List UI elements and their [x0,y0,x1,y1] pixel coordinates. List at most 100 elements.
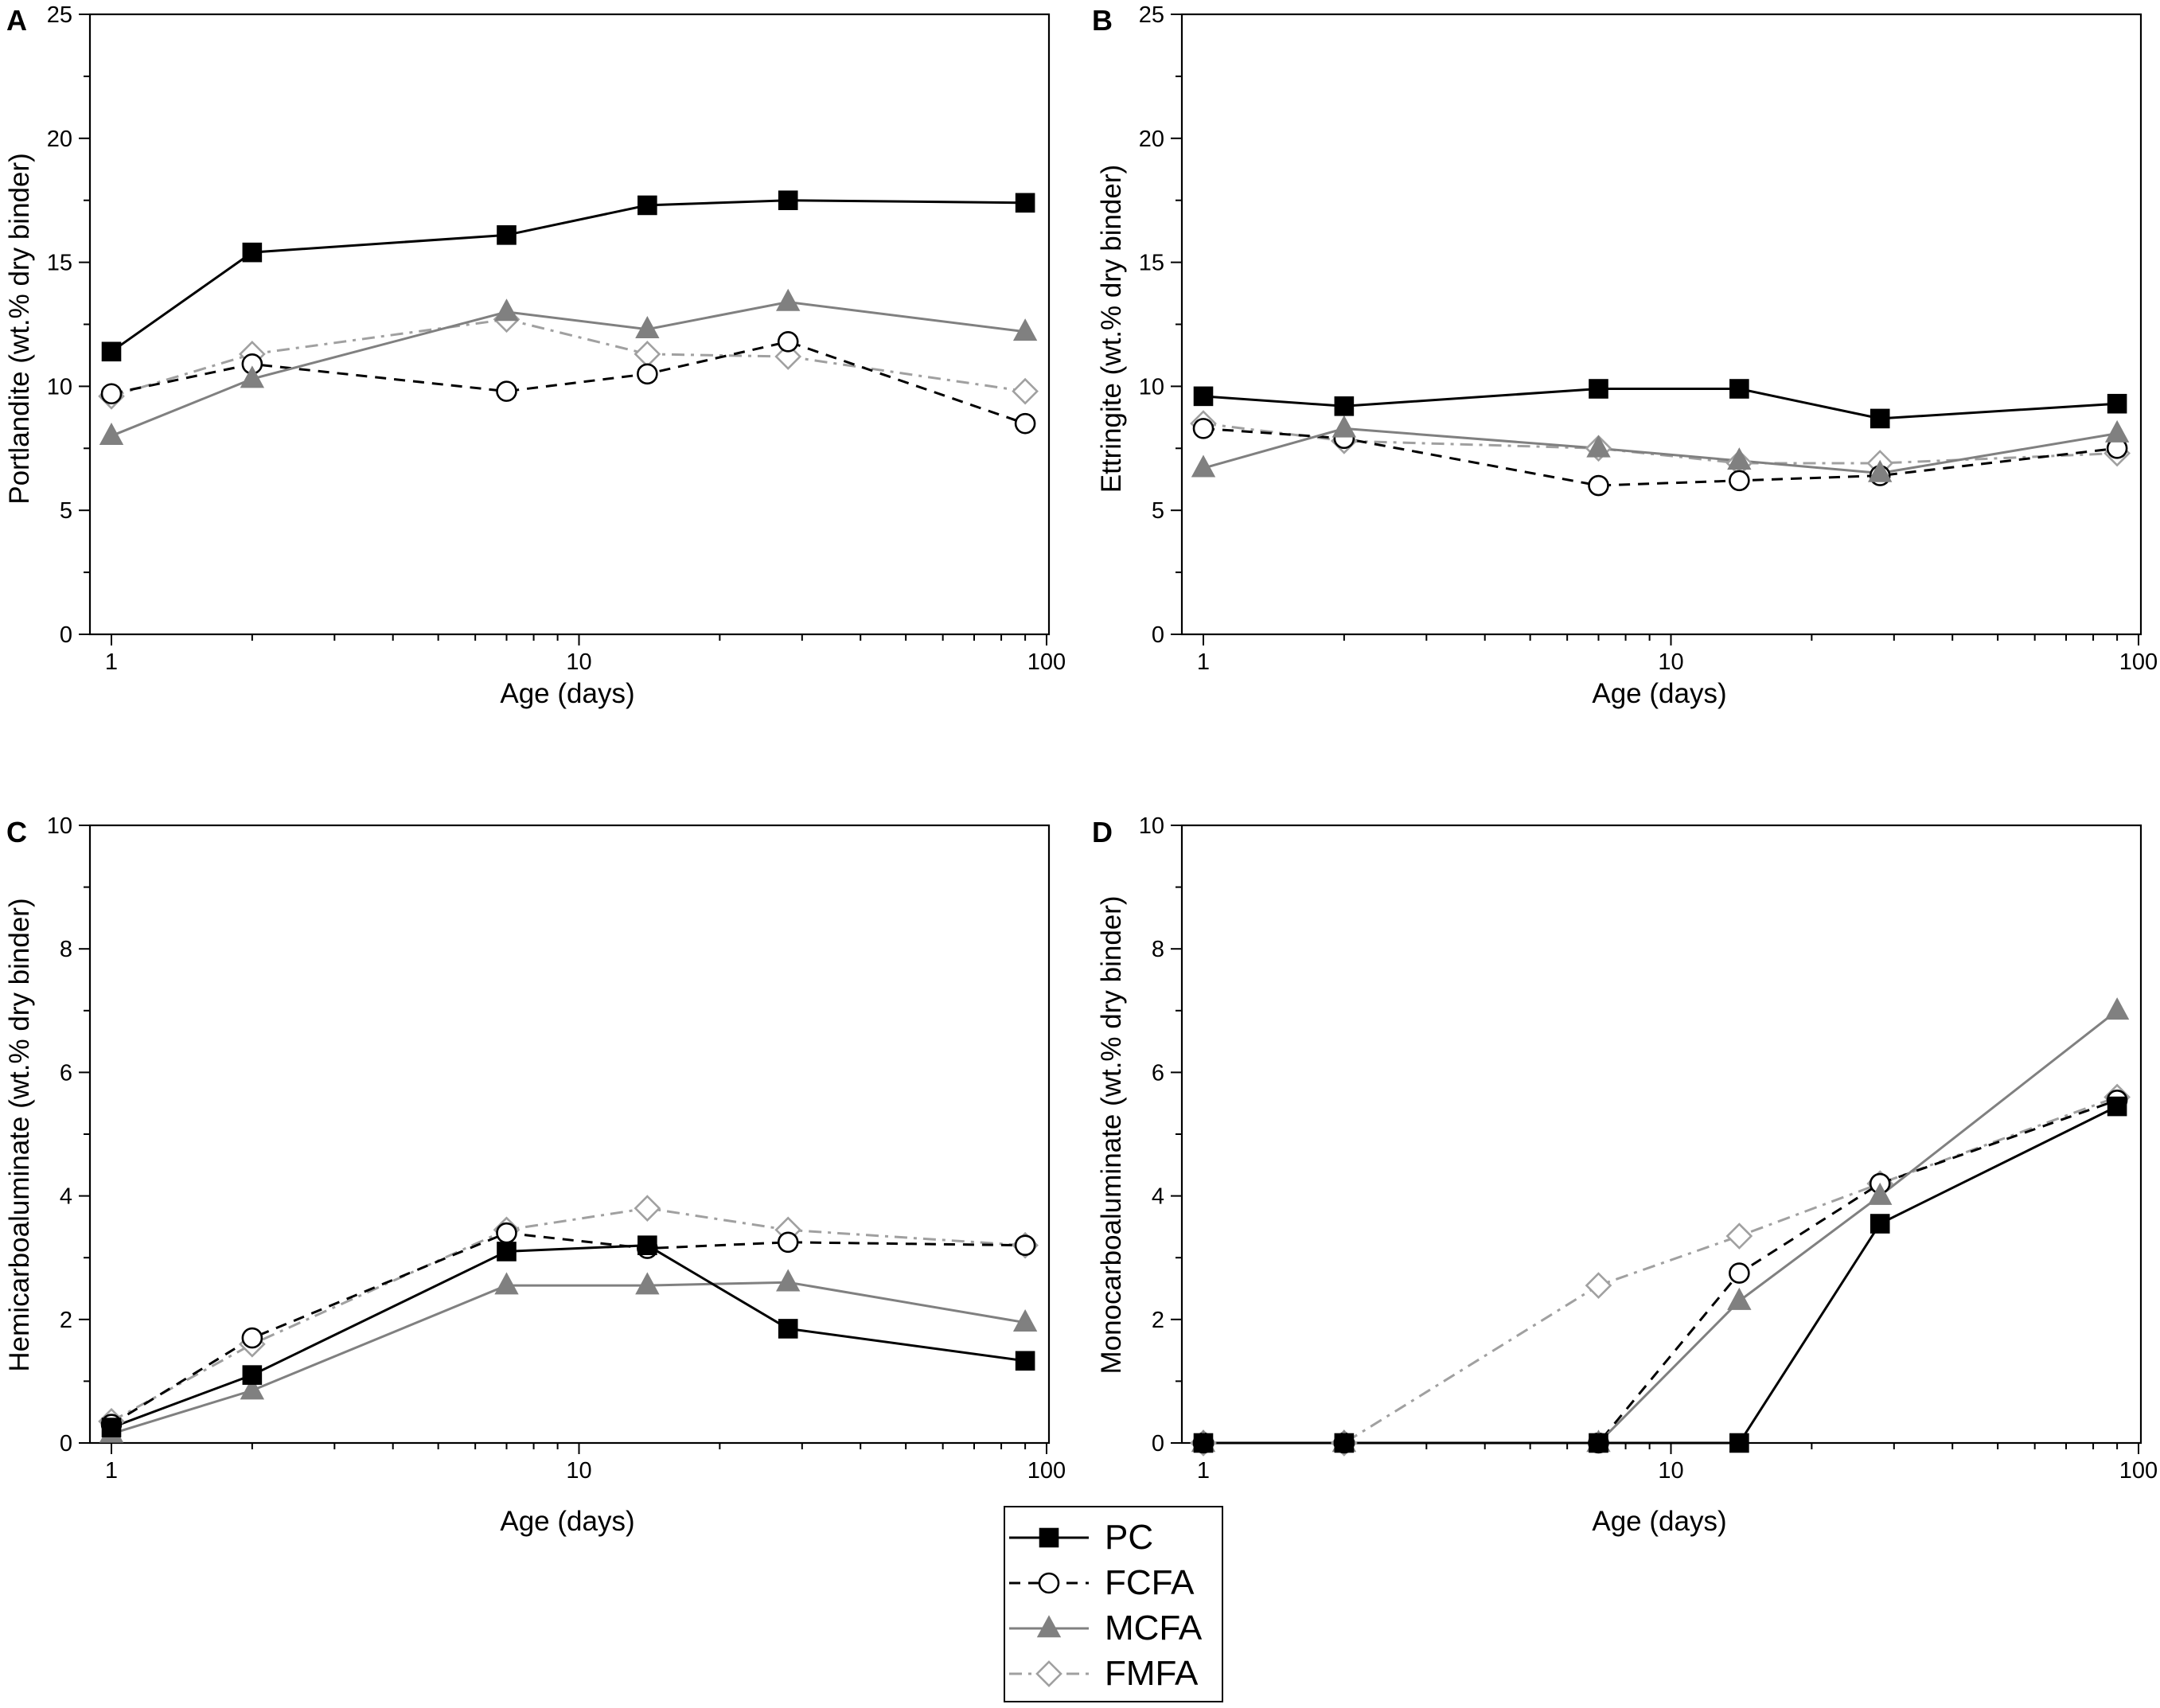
panel-c-x-tick-label: 10 [566,1458,591,1484]
panel-c-y-tick-label: 2 [60,1308,72,1333]
panel-c-y-tick-label: 0 [60,1431,72,1456]
panel-d-series-pc-point [1870,1214,1890,1234]
panel-c-x-axis-title: Age (days) [500,1506,634,1537]
panel-a-series-pc-point [778,190,798,210]
panel-a-series-fmfa-line [111,318,1026,398]
panel-b-y-axis-title: Ettringite (wt.% dry binder) [1096,165,1127,493]
panel-d-label: D [1092,816,1113,848]
panel-b-x-tick-label: 1 [1197,649,1210,675]
legend-mcfa-marker-sample [1036,1615,1062,1638]
panel-a-series-mcfa-point [494,298,519,322]
panel-a-y-tick-label: 15 [47,251,72,276]
panel-d-series-pc-point [1193,1433,1214,1453]
panel-b-y-tick-label: 0 [1152,622,1164,648]
legend-fcfa-marker-sample [1038,1572,1060,1594]
panel-a-series-mcfa-point [99,422,124,446]
panel-c-series-pc-point [242,1365,263,1385]
panel-a-x-tick-label: 10 [566,649,591,675]
panel-c-series-pc-point [497,1242,517,1262]
panel-b-series-fcfa-point [1192,418,1215,439]
panel-d-y-tick-label: 10 [1139,813,1164,839]
legend: PC FCFA MCFA FMFA [1004,1506,1223,1702]
panel-d-series-fmfa-point [1725,1223,1753,1250]
panel-b-y-tick-label: 20 [1139,127,1164,152]
panel-d-series-pc-point [2107,1096,2127,1117]
panel-c-series-fcfa-line [111,1231,1026,1425]
panel-d-y-tick-label: 4 [1152,1184,1164,1210]
panel-a-series-fcfa-point [100,383,123,405]
panel-a-series-fmfa-point [774,343,802,370]
panel-d-series-mcfa-point [1868,1182,1893,1205]
panel-b-x-tick-label: 100 [2119,649,2158,675]
panel-d-x-tick-label: 10 [1658,1458,1683,1484]
panel-c-y-tick-label: 10 [47,813,72,839]
panel-a-y-axis-title: Portlandite (wt.% dry binder) [4,153,35,505]
panel-d-y-tick-label: 0 [1152,1431,1164,1456]
panel-c-series-pc-point [1015,1351,1035,1371]
panel-c-series-fcfa-point [1014,1234,1036,1256]
panel-b-y-tick-label: 15 [1139,251,1164,276]
panel-b-series-fmfa-line [1203,422,2118,465]
panel-c-series-fmfa-point [634,1195,661,1222]
panel-a-series-fcfa-line [111,340,1026,425]
panel-a-y-tick-label: 10 [47,374,72,400]
panel-b-label: B [1092,4,1113,37]
panel-c-series-pc-point [778,1319,798,1339]
panel-b-series-pc-point [1870,408,1890,429]
panel-d-y-tick-label: 2 [1152,1308,1164,1333]
panel-b-series-fcfa-line [1203,427,2118,487]
panel-a-y-tick-label: 25 [47,2,72,28]
panel-b-series-pc-point [2107,393,2127,414]
panel-c-y-tick-label: 6 [60,1060,72,1086]
panel-d-series-mcfa-point [1727,1287,1752,1310]
panel-c-series-mcfa-line [111,1281,1026,1435]
panel-d-x-axis-title: Age (days) [1592,1506,1726,1537]
panel-b-series-fcfa-point [1729,470,1750,492]
panel-b-x-axis-title: Age (days) [1592,678,1726,709]
panel-b-y-tick-label: 5 [1152,498,1164,524]
panel-b-series-fcfa-point [1588,474,1609,497]
legend-label-fcfa: FCFA [1105,1563,1195,1602]
panel-c-series-mcfa-point [635,1272,660,1295]
panel-b-y-tick-label: 10 [1139,374,1164,400]
panel-a-series-fcfa-point [637,363,658,385]
panel-d-y-axis-title: Monocarboaluminate (wt.% dry binder) [1096,895,1127,1374]
legend-fmfa-marker-sample [1035,1660,1062,1687]
panel-d-x-tick-label: 100 [2119,1458,2158,1484]
panel-d-series-pc-point [1589,1433,1608,1453]
panel-b-series-mcfa-point [2104,419,2130,443]
panel-c-y-tick-label: 8 [60,937,72,962]
panel-a-series-fmfa-point [1012,377,1039,405]
panel-d-x-tick-label: 1 [1197,1458,1210,1484]
panel-a-y-tick-label: 0 [60,622,72,648]
panel-a-y-tick-label: 5 [60,498,72,524]
panel-b-series-pc-point [1589,379,1608,399]
panel-d-y-tick-label: 8 [1152,937,1164,962]
panel-a-label: A [6,4,27,37]
panel-a-series-mcfa-point [776,288,801,311]
panel-a-series-pc-point [497,225,517,245]
panel-b-series-mcfa-point [1727,447,1752,470]
panel-d-series-pc-point [1334,1433,1355,1453]
panel-a-series-fcfa-point [1014,412,1036,435]
panel-a-series-mcfa-point [1012,318,1038,341]
panel-c-series-mcfa-point [494,1272,519,1295]
legend-label-pc: PC [1105,1518,1153,1557]
panel-d-series-fmfa-point [1585,1272,1612,1299]
legend-label-mcfa: MCFA [1105,1609,1203,1648]
panel-c-series-pc-line [111,1244,1026,1429]
panel-c-series-pc-point [637,1235,657,1255]
panel-a-x-axis-title: Age (days) [500,678,634,709]
panel-c-series-pc-point [101,1417,122,1437]
panel-c-y-axis-title: Hemicarboaluminate (wt.% dry binder) [4,898,35,1371]
panel-a-series-pc-point [101,341,122,362]
panel-d: D Age (days) Monocarboaluminate (wt.% dr… [1092,813,2158,1537]
panel-c-x-tick-label: 1 [105,1458,118,1484]
panel-b-series-pc-point [1729,379,1749,399]
panel-c-series-mcfa-point [776,1269,801,1292]
panel-b-series-pc-point [1334,396,1355,416]
panel-b-series-mcfa-line [1203,427,2118,475]
legend-samples [1009,1527,1089,1687]
panel-b-series-mcfa-point [1191,454,1216,478]
